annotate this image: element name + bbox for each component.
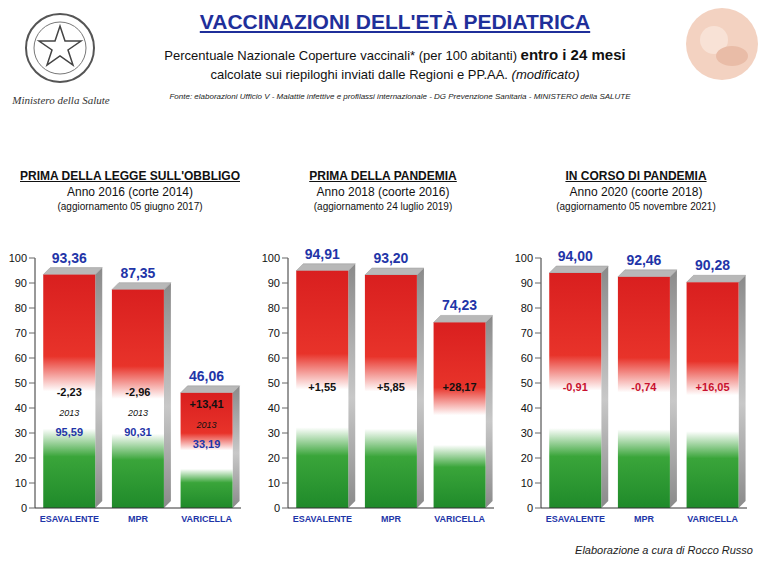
svg-text:+1,55: +1,55 xyxy=(308,381,336,393)
svg-text:70: 70 xyxy=(15,327,27,339)
svg-text:10: 10 xyxy=(521,477,533,489)
html-text:Elaborazione a cura di Rocco R: Elaborazione a cura di Rocco Russo xyxy=(575,544,753,556)
svg-text:90: 90 xyxy=(15,277,27,289)
svg-text:46,06: 46,06 xyxy=(189,368,224,384)
html-text:Ministero della Salute: Ministero della Salute xyxy=(12,94,110,106)
svg-text:0: 0 xyxy=(21,502,27,514)
svg-text:93,20: 93,20 xyxy=(373,250,408,266)
svg-text:60: 60 xyxy=(521,352,533,364)
svg-text:100: 100 xyxy=(9,252,27,264)
svg-text:50: 50 xyxy=(15,377,27,389)
svg-text:30: 30 xyxy=(521,427,533,439)
svg-text:90,28: 90,28 xyxy=(695,257,730,273)
svg-text:+28,17: +28,17 xyxy=(443,381,477,393)
svg-text:94,91: 94,91 xyxy=(305,246,340,262)
svg-text:-0,91: -0,91 xyxy=(563,381,588,393)
svg-text:87,35: 87,35 xyxy=(120,265,155,281)
html-text:(aggiornamento 24 luglio 2019): (aggiornamento 24 luglio 2019) xyxy=(313,201,453,212)
svg-text:74,23: 74,23 xyxy=(442,297,477,313)
html-text:PRIMA DELLA PANDEMIA: PRIMA DELLA PANDEMIA xyxy=(309,169,457,183)
svg-text:20: 20 xyxy=(15,452,27,464)
html-text:IN CORSO DI PANDEMIA: IN CORSO DI PANDEMIA xyxy=(565,169,707,183)
svg-text:40: 40 xyxy=(268,402,280,414)
svg-text:60: 60 xyxy=(15,352,27,364)
svg-text:2013: 2013 xyxy=(58,408,79,418)
svg-text:92,46: 92,46 xyxy=(626,252,661,268)
svg-text:50: 50 xyxy=(521,377,533,389)
html-text:Anno 2020 (coorte 2018): Anno 2020 (coorte 2018) xyxy=(569,185,703,199)
html-text:(aggiornamento 05 novembre 202: (aggiornamento 05 novembre 2021) xyxy=(556,201,716,212)
svg-text:ESAVALENTE: ESAVALENTE xyxy=(293,514,352,524)
html-text:calcolate sui riepiloghi invia: calcolate sui riepiloghi inviati dalle R… xyxy=(210,67,580,82)
svg-text:80: 80 xyxy=(268,302,280,314)
svg-text:70: 70 xyxy=(521,327,533,339)
svg-text:33,19: 33,19 xyxy=(193,438,221,450)
svg-text:-2,96: -2,96 xyxy=(125,386,150,398)
svg-text:90,31: 90,31 xyxy=(124,426,152,438)
html-text:Percentuale Nazionale Copertur: Percentuale Nazionale Coperture vaccinal… xyxy=(164,46,626,63)
html-text:(aggiornamento 05 giugno 2017): (aggiornamento 05 giugno 2017) xyxy=(57,201,203,212)
html-text:Anno 2018 (coorte 2016): Anno 2018 (coorte 2016) xyxy=(316,185,450,199)
svg-text:50: 50 xyxy=(268,377,280,389)
html-text:VACCINAZIONI DELL'ETÀ PEDIATRI: VACCINAZIONI DELL'ETÀ PEDIATRICA xyxy=(199,10,591,33)
svg-text:-0,74: -0,74 xyxy=(631,381,657,393)
svg-text:VARICELLA: VARICELLA xyxy=(181,514,232,524)
svg-text:20: 20 xyxy=(268,452,280,464)
svg-text:10: 10 xyxy=(15,477,27,489)
svg-text:VARICELLA: VARICELLA xyxy=(434,514,485,524)
svg-text:70: 70 xyxy=(268,327,280,339)
svg-text:MPR: MPR xyxy=(634,514,655,524)
svg-text:10: 10 xyxy=(268,477,280,489)
svg-text:-2,23: -2,23 xyxy=(57,386,82,398)
svg-text:94,00: 94,00 xyxy=(558,248,593,264)
svg-text:40: 40 xyxy=(521,402,533,414)
svg-text:30: 30 xyxy=(15,427,27,439)
svg-text:MPR: MPR xyxy=(128,514,149,524)
svg-text:100: 100 xyxy=(515,252,533,264)
svg-text:60: 60 xyxy=(268,352,280,364)
svg-text:30: 30 xyxy=(268,427,280,439)
svg-text:20: 20 xyxy=(521,452,533,464)
html-text:PRIMA DELLA LEGGE SULL'OBBLIGO: PRIMA DELLA LEGGE SULL'OBBLIGO xyxy=(20,169,240,183)
svg-text:+13,41: +13,41 xyxy=(190,398,224,410)
svg-text:90: 90 xyxy=(521,277,533,289)
svg-text:0: 0 xyxy=(274,502,280,514)
svg-text:+5,85: +5,85 xyxy=(377,381,405,393)
svg-text:95,59: 95,59 xyxy=(55,426,83,438)
svg-text:0: 0 xyxy=(527,502,533,514)
svg-text:40: 40 xyxy=(15,402,27,414)
svg-text:100: 100 xyxy=(262,252,280,264)
svg-text:93,36: 93,36 xyxy=(52,250,87,266)
svg-text:90: 90 xyxy=(268,277,280,289)
svg-text:+16,05: +16,05 xyxy=(696,381,730,393)
html-text:Fonte: elaborazioni Ufficio V: Fonte: elaborazioni Ufficio V - Malattie… xyxy=(169,92,631,101)
svg-text:2013: 2013 xyxy=(127,408,148,418)
svg-text:80: 80 xyxy=(521,302,533,314)
html-text:Anno 2016 (corte 2014): Anno 2016 (corte 2014) xyxy=(67,185,193,199)
svg-text:VARICELLA: VARICELLA xyxy=(687,514,738,524)
svg-text:2013: 2013 xyxy=(196,420,217,430)
svg-text:80: 80 xyxy=(15,302,27,314)
svg-text:ESAVALENTE: ESAVALENTE xyxy=(40,514,99,524)
svg-text:ESAVALENTE: ESAVALENTE xyxy=(546,514,605,524)
svg-text:MPR: MPR xyxy=(381,514,402,524)
